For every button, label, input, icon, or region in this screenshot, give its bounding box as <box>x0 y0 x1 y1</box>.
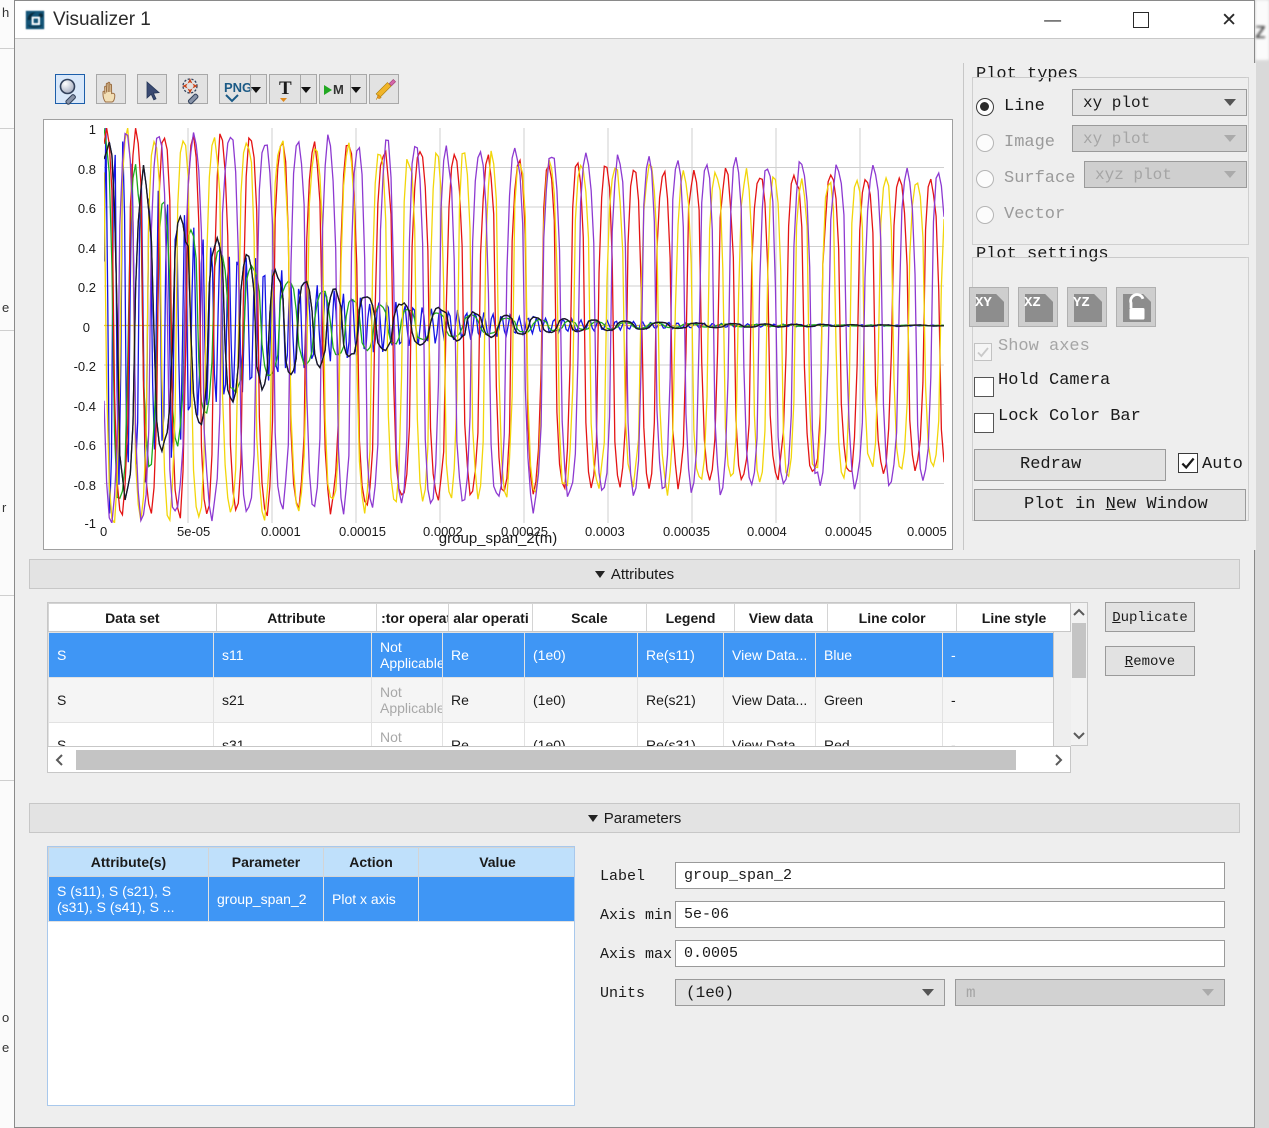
svg-text:M: M <box>333 82 344 97</box>
svg-text:PNG: PNG <box>224 80 252 95</box>
svg-text:T: T <box>279 78 292 99</box>
